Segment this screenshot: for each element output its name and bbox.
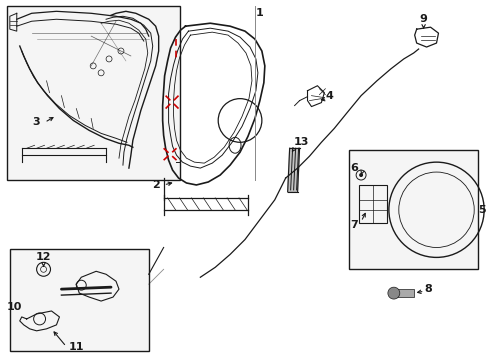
Text: 5: 5: [478, 205, 485, 215]
Text: 13: 13: [293, 137, 308, 147]
Text: 4: 4: [325, 91, 333, 101]
Text: 1: 1: [256, 8, 263, 18]
Text: 11: 11: [68, 342, 84, 352]
Text: 7: 7: [349, 220, 357, 230]
Text: 8: 8: [424, 284, 431, 294]
Text: 9: 9: [419, 14, 427, 24]
Bar: [348, 150, 477, 269]
Circle shape: [358, 173, 362, 177]
Text: 2: 2: [151, 180, 159, 190]
Text: 12: 12: [36, 252, 51, 262]
Circle shape: [387, 287, 399, 299]
Bar: [393, 289, 413, 297]
Text: 10: 10: [7, 302, 22, 312]
Bar: [7, 6, 180, 180]
Text: 6: 6: [349, 163, 357, 173]
Bar: [10, 249, 148, 351]
Text: 3: 3: [33, 117, 41, 127]
Polygon shape: [287, 148, 299, 192]
Bar: [358, 185, 386, 223]
